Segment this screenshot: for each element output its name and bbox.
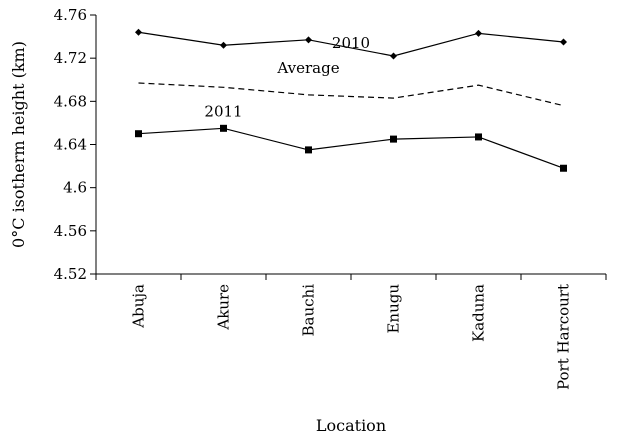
- x-tick-label: Kaduna: [470, 284, 488, 342]
- series-layer: 2010 Average 2011: [135, 28, 567, 172]
- series-line: [138, 82, 564, 107]
- data-point: [305, 36, 312, 44]
- x-tick-label: Abuja: [130, 284, 148, 329]
- x-axis-title: Location: [316, 416, 386, 435]
- data-point: [220, 124, 227, 132]
- data-point: [475, 133, 482, 141]
- y-tick-label: 4.56: [54, 222, 87, 240]
- x-tick-label: Port Harcourt: [555, 284, 573, 390]
- series-line: [138, 127, 564, 169]
- series-line: [138, 31, 564, 57]
- y-tick-label: 4.76: [54, 6, 87, 24]
- data-point: [475, 29, 482, 37]
- data-point: [220, 41, 227, 49]
- data-point: [390, 135, 397, 143]
- x-tick-label: Akure: [215, 284, 233, 331]
- y-tick-label: 4.6: [63, 179, 87, 197]
- y-tick-label: 4.72: [54, 49, 87, 67]
- y-axis: 4.52 4.56 4.6 4.64 4.68 4.72 4.76: [54, 6, 97, 283]
- series-label: 2010: [332, 34, 370, 52]
- data-point: [390, 52, 397, 60]
- data-point: [305, 146, 312, 154]
- series-average: Average: [138, 59, 564, 107]
- x-tick-label: Bauchi: [300, 284, 318, 337]
- y-axis-title: 0°C isotherm height (km): [9, 41, 28, 248]
- x-tick-label: Enugu: [385, 284, 403, 334]
- y-tick-label: 4.52: [54, 265, 87, 283]
- series-label: 2011: [204, 102, 242, 120]
- data-point: [135, 130, 142, 138]
- data-point: [560, 164, 567, 172]
- y-tick-label: 4.64: [54, 136, 87, 154]
- x-axis: Abuja Akure Bauchi Enugu Kaduna Port Harcourt: [95, 273, 607, 390]
- series-2011: 2011: [135, 102, 567, 172]
- y-tick-label: 4.68: [54, 92, 87, 110]
- data-point: [560, 38, 567, 46]
- series-label: Average: [276, 59, 339, 77]
- data-point: [135, 28, 142, 36]
- series-2010: 2010: [135, 28, 567, 60]
